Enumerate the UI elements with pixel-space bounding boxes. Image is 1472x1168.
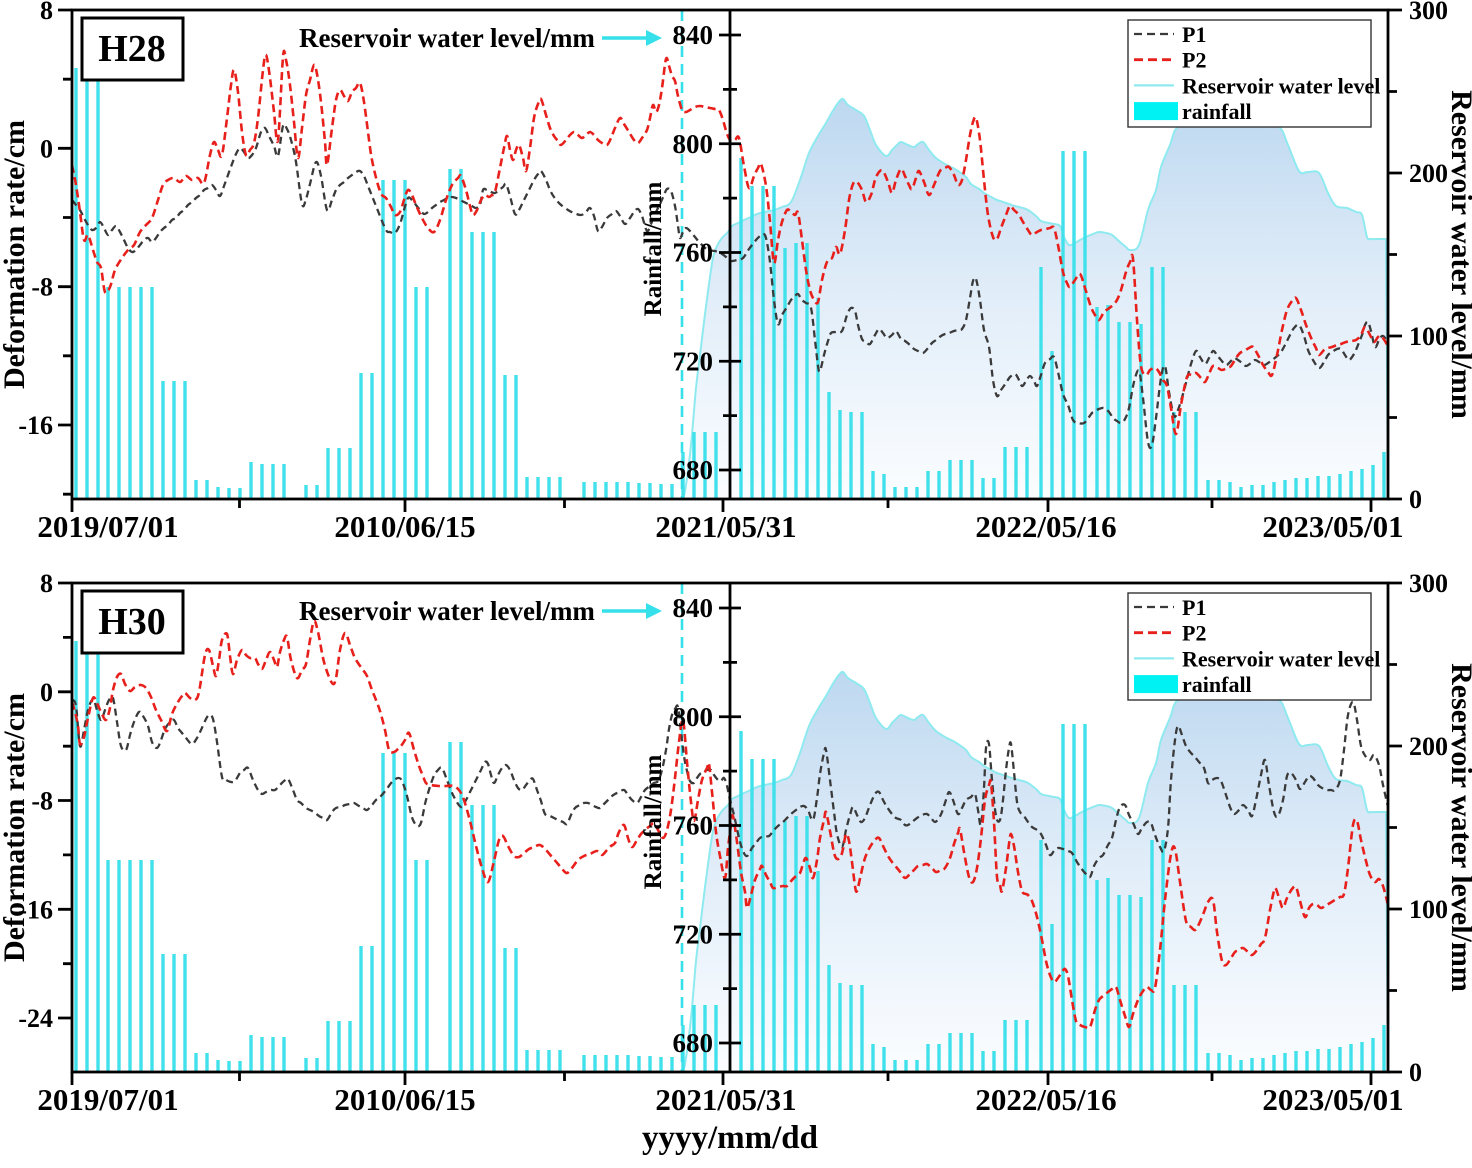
svg-text:Rainfall/mm: Rainfall/mm	[640, 181, 667, 316]
svg-text:-8: -8	[31, 787, 53, 816]
svg-text:0: 0	[1409, 1058, 1422, 1087]
svg-text:720: 720	[673, 919, 714, 949]
svg-text:2022/05/16: 2022/05/16	[975, 1082, 1116, 1117]
svg-text:Deformation rate/cm: Deformation rate/cm	[0, 120, 31, 389]
svg-text:Reservoir water level: Reservoir water level	[1182, 73, 1380, 98]
svg-text:H30: H30	[98, 601, 166, 643]
svg-text:P2: P2	[1182, 621, 1206, 646]
svg-text:P1: P1	[1182, 595, 1206, 620]
svg-text:840: 840	[673, 593, 714, 623]
svg-text:760: 760	[673, 811, 714, 841]
svg-text:800: 800	[673, 702, 714, 732]
svg-text:760: 760	[673, 238, 714, 268]
svg-text:0: 0	[1409, 485, 1422, 514]
svg-text:Reservoir water level: Reservoir water level	[1182, 646, 1380, 671]
svg-text:2019/07/01: 2019/07/01	[37, 509, 178, 544]
svg-text:0: 0	[40, 678, 53, 707]
svg-text:200: 200	[1409, 732, 1448, 761]
svg-text:-24: -24	[18, 1004, 53, 1033]
svg-text:H28: H28	[98, 28, 166, 70]
svg-text:200: 200	[1409, 159, 1448, 188]
svg-text:2019/07/01: 2019/07/01	[37, 1082, 178, 1117]
svg-text:-16: -16	[18, 411, 53, 440]
svg-text:680: 680	[673, 455, 714, 485]
svg-text:100: 100	[1409, 895, 1448, 924]
svg-text:800: 800	[673, 129, 714, 159]
svg-text:2023/05/01: 2023/05/01	[1262, 509, 1403, 544]
svg-text:2021/05/31: 2021/05/31	[655, 1082, 796, 1117]
svg-text:720: 720	[673, 346, 714, 376]
svg-text:P2: P2	[1182, 48, 1206, 73]
svg-text:0: 0	[40, 134, 53, 163]
svg-text:840: 840	[673, 20, 714, 50]
svg-text:100: 100	[1409, 322, 1448, 351]
svg-text:rainfall: rainfall	[1182, 672, 1252, 697]
svg-text:Reservoir water level/mm: Reservoir water level/mm	[299, 596, 595, 626]
svg-text:2022/05/16: 2022/05/16	[975, 509, 1116, 544]
svg-text:Rainfall/mm: Rainfall/mm	[640, 754, 667, 889]
svg-text:Reservoir water level/mm: Reservoir water level/mm	[299, 23, 595, 53]
svg-text:8: 8	[40, 569, 53, 598]
svg-text:yyyy/mm/dd: yyyy/mm/dd	[642, 1120, 818, 1156]
svg-text:P1: P1	[1182, 22, 1206, 47]
svg-text:680: 680	[673, 1028, 714, 1058]
svg-text:-16: -16	[18, 895, 53, 924]
svg-text:300: 300	[1409, 569, 1448, 598]
svg-text:2010/06/15: 2010/06/15	[334, 1082, 475, 1117]
svg-text:-8: -8	[31, 273, 53, 302]
svg-text:8: 8	[40, 0, 53, 25]
svg-text:2021/05/31: 2021/05/31	[655, 509, 796, 544]
svg-text:Reservoir water level/mm: Reservoir water level/mm	[1445, 90, 1472, 419]
svg-text:2010/06/15: 2010/06/15	[334, 509, 475, 544]
svg-text:Deformation rate/cm: Deformation rate/cm	[0, 693, 31, 962]
svg-text:2023/05/01: 2023/05/01	[1262, 1082, 1403, 1117]
svg-text:300: 300	[1409, 0, 1448, 25]
svg-text:rainfall: rainfall	[1182, 99, 1252, 124]
svg-text:Reservoir water level/mm: Reservoir water level/mm	[1445, 663, 1472, 992]
